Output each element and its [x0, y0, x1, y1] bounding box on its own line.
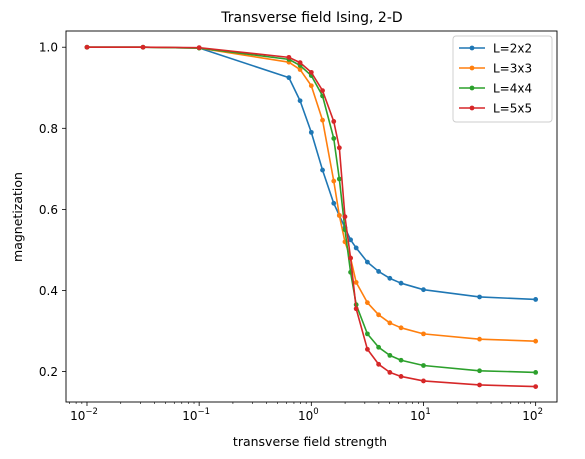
data-point: [376, 312, 382, 318]
data-point: [477, 294, 482, 300]
data-point: [331, 119, 337, 124]
data-point: [297, 60, 303, 66]
y-tick-label: 1.0: [39, 41, 58, 55]
x-tick-label: 100: [298, 407, 319, 423]
data-point: [398, 357, 404, 363]
data-point: [342, 214, 348, 220]
chart-title: Transverse field Ising, 2-D: [220, 10, 402, 26]
y-tick-label: 0.4: [39, 284, 58, 298]
data-point: [387, 352, 393, 358]
data-point: [140, 44, 146, 50]
data-point: [353, 306, 359, 312]
legend-entry: L=3x3: [459, 62, 532, 76]
x-tick-label: 102: [522, 407, 543, 423]
data-point: [348, 237, 353, 243]
legend-box: [452, 35, 553, 123]
data-point: [353, 245, 359, 251]
legend-label: L=3x3: [493, 62, 532, 76]
legend-label: L=5x5: [493, 102, 532, 116]
data-point: [421, 378, 426, 384]
data-point: [348, 255, 353, 261]
y-axis-ticks: 0.2 0.4 0.6 0.8 1.0: [39, 41, 66, 379]
data-point: [364, 331, 370, 337]
legend-label: L=4x4: [493, 82, 532, 96]
data-point: [331, 178, 337, 184]
data-point: [387, 370, 393, 375]
data-point: [336, 213, 342, 218]
legend-entry: L=2x2: [459, 42, 532, 56]
data-point: [477, 336, 482, 342]
data-point: [533, 338, 539, 344]
data-point: [297, 67, 303, 72]
x-tick-label: 10−1: [182, 407, 210, 423]
legend-marker: [469, 105, 475, 111]
data-point: [376, 269, 382, 274]
data-point: [336, 145, 342, 151]
legend: L=2x2 L=3x3 L=4x4 L=5x5: [452, 35, 553, 123]
legend-entry: L=4x4: [459, 82, 532, 96]
data-point: [364, 259, 370, 265]
y-axis-label: magnetization: [10, 172, 25, 262]
y-tick-label: 0.8: [39, 122, 58, 136]
data-point: [297, 98, 303, 104]
data-point: [353, 279, 359, 285]
legend-marker: [469, 65, 475, 71]
data-point: [398, 325, 404, 331]
data-point: [308, 129, 314, 135]
data-point: [477, 368, 482, 374]
data-point: [84, 44, 90, 50]
data-point: [308, 69, 314, 75]
data-point: [320, 167, 325, 173]
data-point: [320, 117, 325, 123]
data-point: [398, 374, 404, 379]
x-tick-label: 10−2: [70, 407, 98, 423]
legend-label: L=2x2: [493, 42, 532, 56]
series-l-5x5: [84, 44, 539, 389]
x-axis-ticks: 10−2 10−1 100 101 102: [69, 402, 543, 423]
data-point: [331, 200, 337, 206]
data-point: [336, 176, 342, 182]
data-point: [376, 361, 382, 367]
plot-series: [84, 44, 539, 389]
data-point: [533, 370, 539, 375]
data-point: [421, 363, 426, 368]
y-tick-label: 0.6: [39, 203, 58, 217]
data-point: [376, 344, 382, 350]
data-point: [320, 88, 325, 94]
data-point: [533, 384, 539, 389]
data-point: [387, 320, 393, 326]
data-point: [286, 54, 292, 60]
legend-entry: L=5x5: [459, 102, 532, 116]
data-point: [308, 83, 314, 89]
data-point: [533, 297, 539, 302]
x-tick-label: 101: [410, 407, 431, 423]
data-point: [364, 346, 370, 352]
data-point: [421, 287, 426, 293]
data-point: [286, 75, 292, 81]
data-point: [196, 45, 202, 51]
x-axis-label: transverse field strength: [233, 434, 387, 449]
data-point: [364, 300, 370, 306]
data-point: [421, 331, 426, 337]
data-point: [398, 280, 404, 286]
y-tick-label: 0.2: [39, 365, 58, 379]
data-point: [477, 382, 482, 388]
data-point: [331, 136, 337, 141]
legend-marker: [469, 85, 475, 91]
data-point: [387, 275, 393, 281]
legend-marker: [469, 45, 475, 51]
plot-frame: [65, 30, 558, 403]
